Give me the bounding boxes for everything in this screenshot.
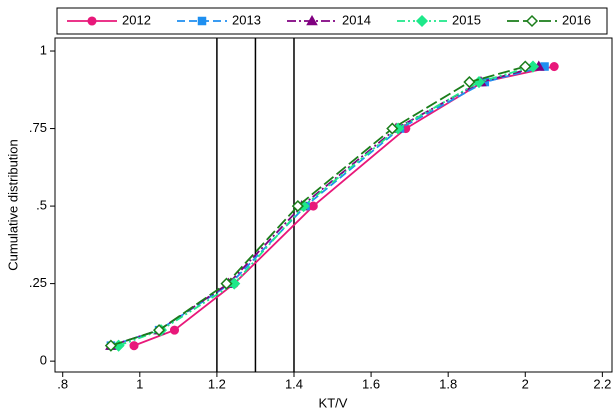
x-tick-label: 1.8	[439, 376, 457, 391]
y-axis-title: Cumulative distribution	[5, 139, 20, 271]
marker	[308, 201, 318, 211]
marker	[169, 325, 180, 335]
marker	[519, 60, 532, 73]
marker	[415, 14, 429, 28]
legend-label: 2014	[342, 12, 371, 27]
legend-label: 2015	[452, 12, 481, 27]
y-tick-label: 1	[40, 42, 47, 57]
marker	[306, 14, 318, 26]
x-tick-label: 2	[522, 376, 529, 391]
marker	[291, 200, 304, 213]
x-tick-label: 2.2	[593, 376, 611, 391]
legend-label: 2013	[232, 12, 261, 27]
x-tick-label: .8	[57, 376, 68, 391]
marker	[153, 324, 166, 337]
marker	[197, 16, 207, 26]
x-tick-label: 1.2	[208, 376, 226, 391]
y-tick-label: .75	[29, 120, 47, 135]
x-axis-title: KT/V	[319, 395, 348, 410]
y-tick-label: .5	[36, 198, 47, 213]
plot-area	[54, 37, 613, 373]
y-tick-label: .25	[29, 275, 47, 290]
marker	[129, 341, 139, 351]
marker	[463, 75, 476, 89]
marker	[525, 14, 539, 28]
x-tick-label: 1.6	[362, 376, 380, 391]
x-tick-label: 1.4	[285, 376, 303, 391]
marker	[104, 339, 117, 352]
marker	[220, 277, 233, 290]
y-tick-label: 0	[40, 353, 47, 368]
marker	[386, 122, 399, 135]
marker	[549, 61, 559, 72]
legend-label: 2012	[122, 12, 151, 27]
legend-label: 2016	[562, 12, 591, 27]
marker	[87, 16, 97, 26]
x-tick-label: 1	[136, 376, 143, 391]
